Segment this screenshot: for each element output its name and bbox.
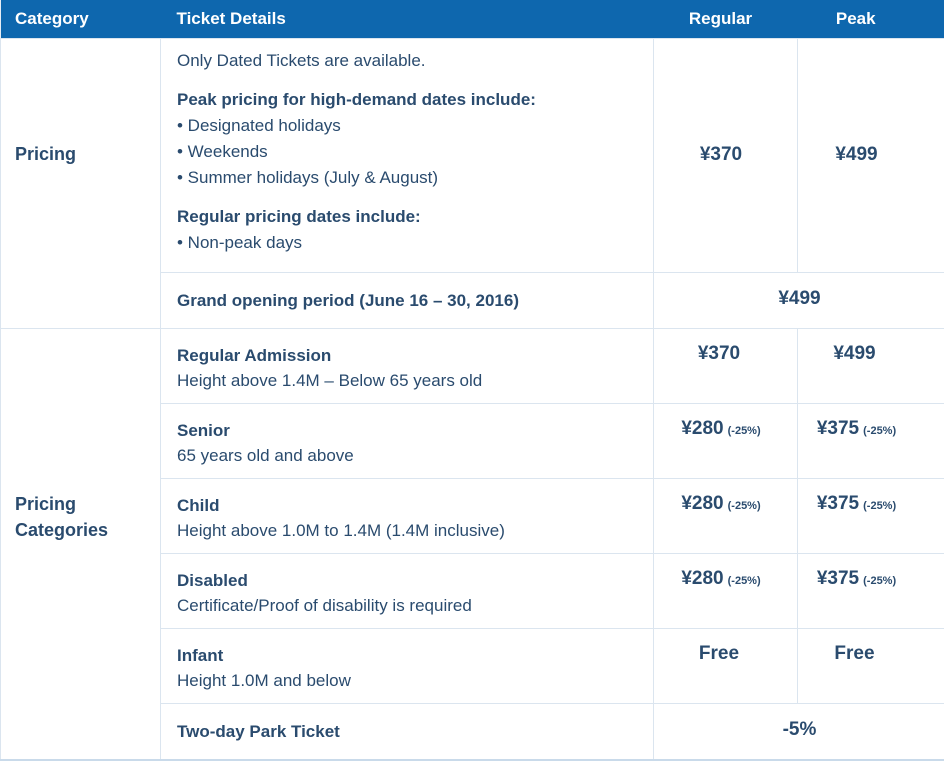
table-header-row: Category Ticket Details Regular Peak bbox=[0, 0, 944, 38]
discount-note: (-25%) bbox=[863, 574, 897, 587]
details-cell-pricing: Only Dated Tickets are available. Peak p… bbox=[160, 37, 654, 273]
price-cell-regular: ¥280 (-25%) bbox=[653, 402, 798, 479]
row-subtitle: 65 years old and above bbox=[177, 445, 354, 465]
price-value: ¥280 bbox=[681, 417, 724, 439]
column-header-regular: Regular bbox=[653, 0, 798, 38]
table-row-disabled: Disabled Certificate/Proof of disability… bbox=[1, 552, 944, 629]
price-value: ¥375 bbox=[816, 417, 860, 439]
regular-pricing-heading: Regular pricing dates include: bbox=[177, 206, 421, 226]
peak-pricing-item: • Summer holidays (July & August) bbox=[177, 167, 439, 187]
price-value: ¥499 bbox=[833, 342, 876, 364]
price-cell-regular: Free bbox=[653, 627, 798, 704]
discount-note: (-25%) bbox=[863, 424, 897, 437]
price-value: Free bbox=[834, 642, 875, 664]
table-row-regular-admission: Pricing Categories Regular Admission Hei… bbox=[0, 327, 944, 761]
price-value: ¥375 bbox=[816, 492, 860, 514]
two-day-price-cell: -5% bbox=[653, 702, 944, 761]
row-subtitle: Certificate/Proof of disability is requi… bbox=[177, 595, 472, 615]
details-cell-senior: Senior 65 years old and above bbox=[160, 402, 654, 479]
table-row-senior: Senior 65 years old and above ¥280 (-25%)… bbox=[1, 402, 944, 479]
details-cell-infant: Infant Height 1.0M and below bbox=[160, 627, 654, 704]
price-value: Free bbox=[698, 642, 740, 664]
row-title: Disabled bbox=[177, 570, 248, 590]
price-cell-regular: ¥280 (-25%) bbox=[653, 477, 798, 554]
discount-note: (-25%) bbox=[727, 574, 761, 587]
price-cell-peak: ¥375 (-25%) bbox=[797, 402, 944, 479]
price-cell-peak: Free bbox=[797, 627, 944, 704]
row-title: Regular Admission bbox=[177, 345, 332, 365]
grand-opening-price-cell: ¥499 bbox=[653, 271, 944, 329]
price-cell-regular: ¥280 (-25%) bbox=[653, 552, 798, 629]
price-cell-regular: ¥370 bbox=[653, 327, 798, 404]
row-subtitle: Height above 1.0M to 1.4M (1.4M inclusiv… bbox=[177, 520, 505, 540]
table-row-child: Child Height above 1.0M to 1.4M (1.4M in… bbox=[1, 477, 944, 554]
row-title: Infant bbox=[177, 645, 224, 665]
column-header-category: Category bbox=[0, 0, 161, 38]
price-cell-peak: ¥375 (-25%) bbox=[797, 552, 944, 629]
regular-pricing-block: Regular pricing dates include: • Non-pea… bbox=[177, 204, 639, 256]
row-title: Senior bbox=[177, 420, 230, 440]
peak-pricing-block: Peak pricing for high-demand dates inclu… bbox=[177, 87, 639, 191]
regular-pricing-item: • Non-peak days bbox=[177, 232, 303, 252]
price-cell-peak: ¥499 bbox=[797, 37, 944, 273]
price-value: ¥370 bbox=[697, 342, 741, 364]
two-day-title-cell: Two-day Park Ticket bbox=[160, 702, 654, 761]
price-value: ¥280 bbox=[681, 567, 724, 589]
price-value: ¥499 bbox=[835, 143, 878, 165]
table-row-pricing-details: Pricing Only Dated Tickets are available… bbox=[0, 37, 944, 329]
price-value: ¥375 bbox=[816, 567, 860, 589]
table-row-two-day-park-ticket: Two-day Park Ticket -5% bbox=[1, 702, 944, 761]
category-cell-pricing: Pricing bbox=[0, 37, 161, 329]
discount-note: (-25%) bbox=[727, 424, 761, 437]
peak-pricing-item: • Weekends bbox=[177, 141, 268, 161]
details-cell-regular-admission: Regular Admission Height above 1.4M – Be… bbox=[160, 327, 654, 404]
details-cell-disabled: Disabled Certificate/Proof of disability… bbox=[160, 552, 654, 629]
row-subtitle: Height above 1.4M – Below 65 years old bbox=[177, 370, 483, 390]
peak-pricing-item: • Designated holidays bbox=[177, 115, 341, 135]
row-title: Child bbox=[177, 495, 220, 515]
row-subtitle: Height 1.0M and below bbox=[177, 670, 351, 690]
price-cell-peak: ¥499 bbox=[797, 327, 944, 404]
category-cell-pricing-categories: Pricing Categories bbox=[0, 327, 161, 761]
column-header-peak: Peak bbox=[797, 0, 944, 38]
price-cell-regular: ¥370 bbox=[653, 37, 798, 273]
discount-note: (-25%) bbox=[863, 499, 897, 512]
details-cell-child: Child Height above 1.0M to 1.4M (1.4M in… bbox=[160, 477, 654, 554]
price-value: ¥370 bbox=[699, 143, 743, 165]
price-value: ¥280 bbox=[681, 492, 724, 514]
grand-opening-title-cell: Grand opening period (June 16 – 30, 2016… bbox=[160, 271, 654, 329]
peak-pricing-heading: Peak pricing for high-demand dates inclu… bbox=[177, 89, 536, 109]
table-row-infant: Infant Height 1.0M and below Free Free bbox=[1, 627, 944, 704]
price-cell-peak: ¥375 (-25%) bbox=[797, 477, 944, 554]
column-header-ticket-details: Ticket Details bbox=[160, 0, 654, 38]
details-intro: Only Dated Tickets are available. bbox=[177, 50, 426, 70]
table-row-grand-opening: Grand opening period (June 16 – 30, 2016… bbox=[1, 271, 944, 329]
discount-note: (-25%) bbox=[727, 499, 761, 512]
